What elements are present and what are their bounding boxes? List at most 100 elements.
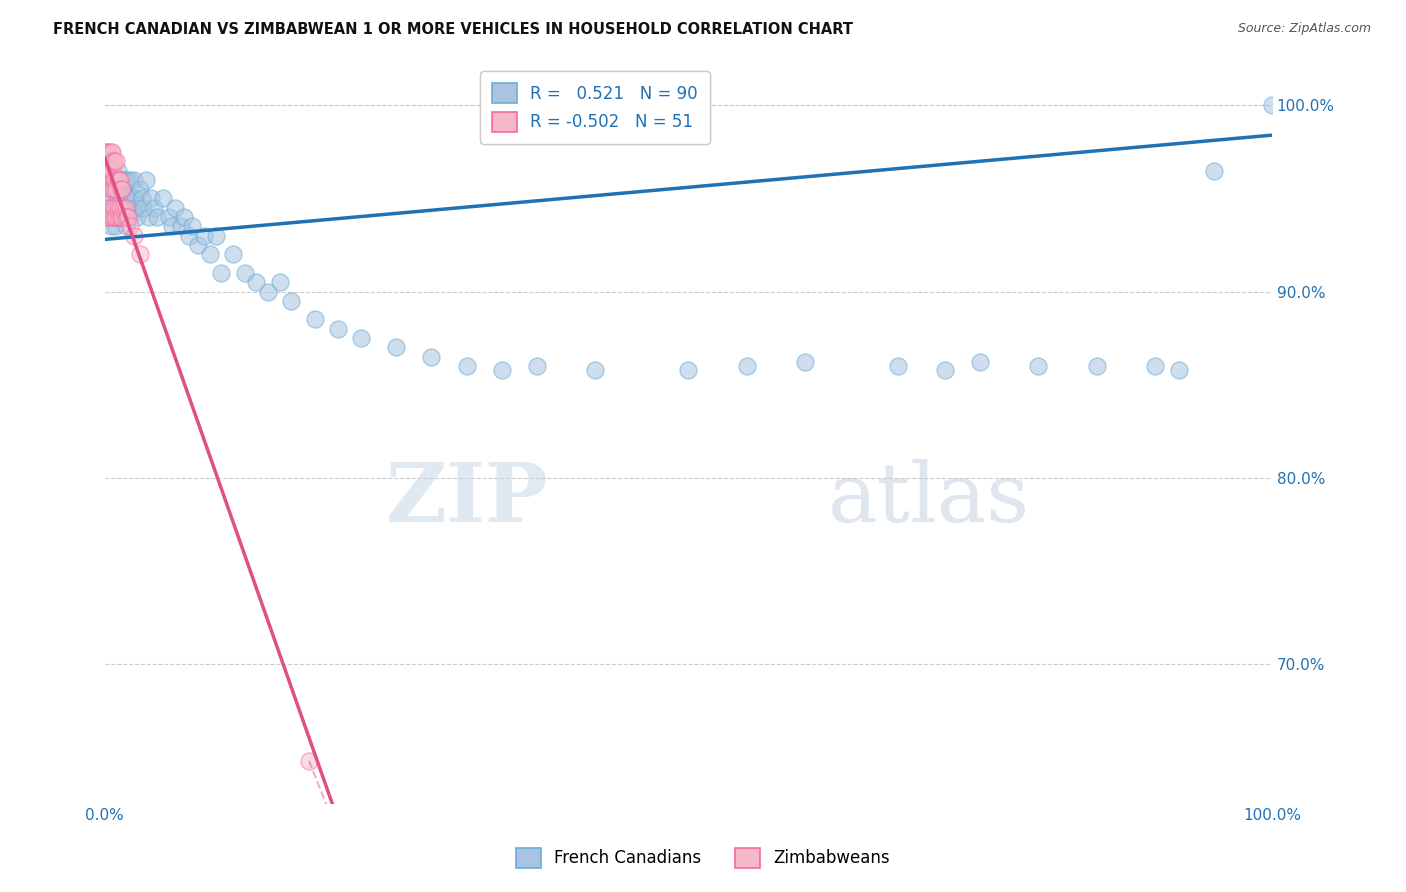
Point — [222, 247, 245, 261]
Point — [385, 340, 408, 354]
Point — [114, 219, 136, 234]
Point — [108, 201, 131, 215]
Point — [104, 173, 127, 187]
Point — [104, 219, 127, 234]
Text: ZIP: ZIP — [385, 458, 548, 539]
Point — [100, 182, 122, 196]
Point — [491, 363, 513, 377]
Point — [350, 331, 373, 345]
Point — [103, 210, 125, 224]
Point — [124, 191, 146, 205]
Point — [135, 173, 157, 187]
Point — [110, 210, 132, 224]
Point — [887, 359, 910, 373]
Point — [583, 363, 606, 377]
Point — [169, 219, 191, 234]
Point — [162, 219, 184, 234]
Point — [111, 210, 134, 224]
Point — [280, 293, 302, 308]
Point — [100, 145, 122, 159]
Point — [1028, 359, 1050, 373]
Point — [141, 191, 163, 205]
Point — [1085, 359, 1108, 373]
Point — [257, 285, 280, 299]
Point — [128, 182, 150, 196]
Point — [120, 210, 142, 224]
Point — [104, 173, 127, 187]
Point — [101, 201, 124, 215]
Point — [96, 210, 118, 224]
Point — [1144, 359, 1167, 373]
Point — [193, 228, 215, 243]
Point — [105, 210, 128, 224]
Point — [104, 201, 127, 215]
Point — [163, 201, 186, 215]
Point — [111, 182, 134, 196]
Point — [105, 210, 128, 224]
Point — [111, 210, 134, 224]
Point — [173, 210, 195, 224]
Point — [209, 266, 232, 280]
Point — [198, 247, 221, 261]
Legend: R =   0.521   N = 90, R = -0.502   N = 51: R = 0.521 N = 90, R = -0.502 N = 51 — [481, 71, 710, 144]
Point — [112, 173, 135, 187]
Point — [96, 145, 118, 159]
Text: Source: ZipAtlas.com: Source: ZipAtlas.com — [1237, 22, 1371, 36]
Point — [107, 173, 129, 187]
Point — [177, 228, 200, 243]
Point — [125, 201, 148, 215]
Point — [97, 163, 120, 178]
Point — [105, 154, 128, 169]
Point — [132, 201, 155, 215]
Point — [107, 163, 129, 178]
Point — [111, 182, 134, 196]
Point — [138, 210, 160, 224]
Point — [94, 145, 117, 159]
Point — [98, 154, 121, 169]
Point — [107, 201, 129, 215]
Point — [94, 173, 117, 187]
Point — [105, 182, 128, 196]
Point — [204, 228, 226, 243]
Point — [122, 173, 145, 187]
Point — [735, 359, 758, 373]
Point — [117, 210, 139, 224]
Point — [103, 210, 125, 224]
Point — [146, 210, 169, 224]
Point — [152, 191, 174, 205]
Point — [969, 355, 991, 369]
Point — [110, 173, 132, 187]
Point — [101, 201, 124, 215]
Point — [115, 210, 138, 224]
Point — [120, 173, 142, 187]
Point — [233, 266, 256, 280]
Point — [100, 173, 122, 187]
Point — [110, 182, 132, 196]
Point — [112, 201, 135, 215]
Point — [115, 173, 138, 187]
Point — [100, 145, 122, 159]
Point — [1202, 163, 1225, 178]
Point — [98, 201, 121, 215]
Point — [103, 182, 125, 196]
Point — [326, 322, 349, 336]
Point — [108, 173, 131, 187]
Point — [245, 275, 267, 289]
Point — [122, 228, 145, 243]
Point — [157, 210, 180, 224]
Point — [127, 210, 149, 224]
Point — [107, 191, 129, 205]
Point — [114, 210, 136, 224]
Text: FRENCH CANADIAN VS ZIMBABWEAN 1 OR MORE VEHICLES IN HOUSEHOLD CORRELATION CHART: FRENCH CANADIAN VS ZIMBABWEAN 1 OR MORE … — [53, 22, 853, 37]
Point — [678, 363, 700, 377]
Point — [304, 312, 326, 326]
Point — [96, 173, 118, 187]
Point — [114, 210, 136, 224]
Point — [107, 201, 129, 215]
Point — [121, 191, 143, 205]
Point — [115, 201, 138, 215]
Point — [100, 210, 122, 224]
Point — [934, 363, 956, 377]
Point — [131, 191, 153, 205]
Point — [1261, 98, 1284, 112]
